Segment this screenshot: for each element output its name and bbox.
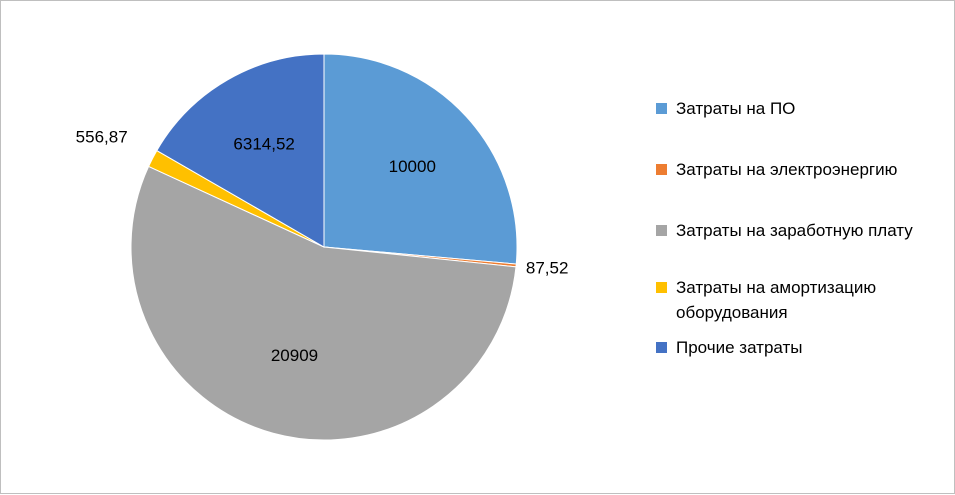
legend-item: Прочие затраты — [656, 335, 946, 360]
legend-label: Затраты на амортизацию оборудования — [676, 278, 877, 322]
legend-label: Затраты на электроэнергию — [676, 160, 898, 179]
legend-swatch — [656, 282, 667, 293]
data-label: 20909 — [271, 346, 318, 365]
legend-item: Затраты на электроэнергию — [656, 157, 946, 182]
legend-label: Затраты на ПО — [676, 99, 796, 118]
legend-swatch — [656, 225, 667, 236]
pie-slice — [130, 165, 517, 441]
pie-slice — [323, 53, 518, 265]
pie-slice — [156, 53, 325, 248]
legend-swatch — [656, 103, 667, 114]
legend-item: Затраты на ПО — [656, 96, 946, 121]
legend-swatch — [656, 164, 667, 175]
legend-swatch — [656, 342, 667, 353]
legend-label: Затраты на заработную плату — [676, 221, 913, 240]
legend-item: Затраты на заработную плату — [656, 218, 946, 243]
legend-item: Затраты на амортизацию оборудования — [656, 275, 946, 325]
data-label: 87,52 — [526, 259, 569, 278]
legend-label: Прочие затраты — [676, 338, 803, 357]
legend: Затраты на ПО Затраты на электроэнергию За… — [656, 96, 946, 360]
data-label: 556,87 — [76, 127, 128, 146]
data-label: 10000 — [389, 157, 436, 176]
data-label: 6314,52 — [233, 134, 294, 153]
